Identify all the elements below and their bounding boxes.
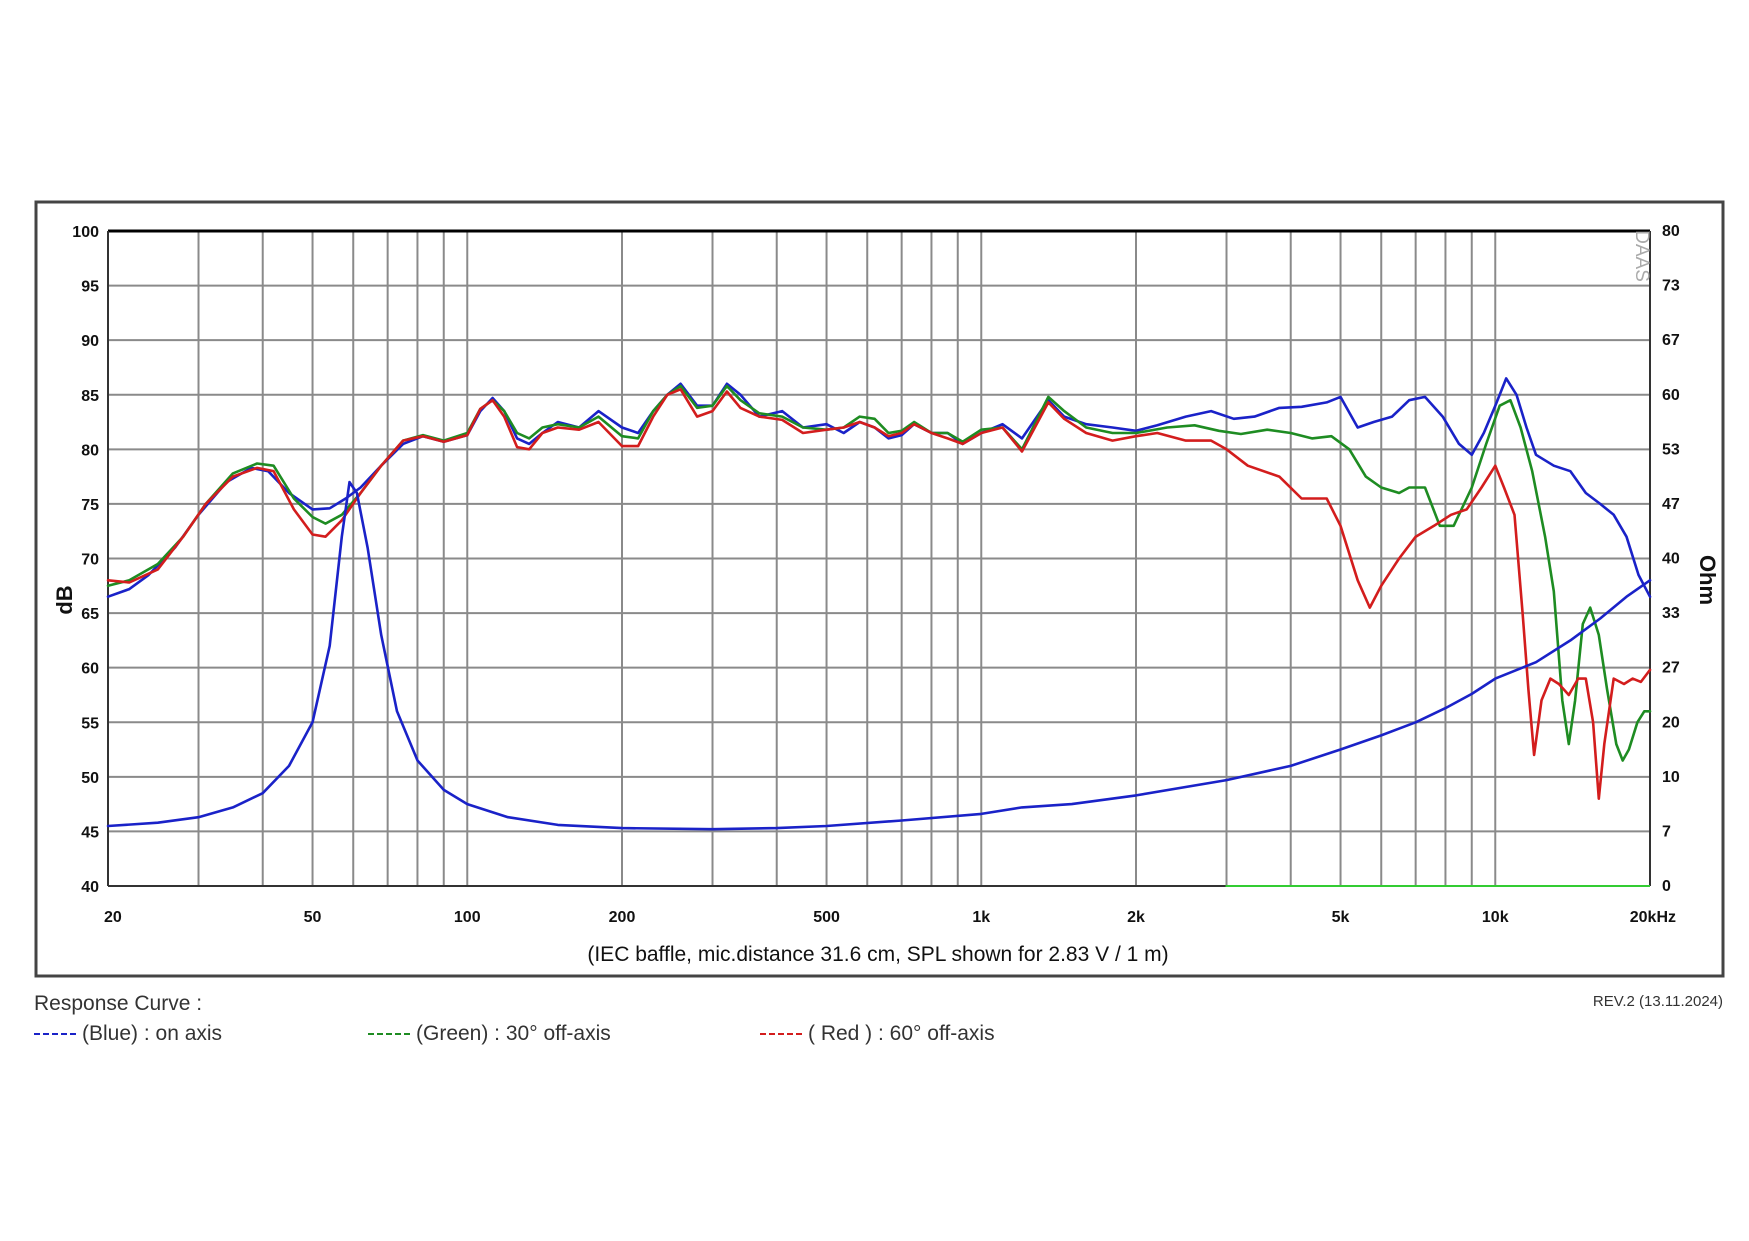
chart-caption: (IEC baffle, mic.distance 31.6 cm, SPL s… [587,943,1168,966]
y-right-tick-label: 33 [1662,605,1680,622]
y-right-tick-label: 27 [1662,660,1680,677]
y-right-tick-label: 53 [1662,441,1680,458]
watermark: DAAS [1631,230,1652,282]
y-right-tick-label: 40 [1662,551,1680,568]
y-right-tick-label: 80 [1662,223,1680,240]
response-curve-title: Response Curve : [34,992,203,1015]
y-right-tick-label: 0 [1662,878,1671,895]
x-tick-label: 10k [1482,909,1509,926]
x-tick-label: 100 [454,909,481,926]
x-tick-label: 50 [304,909,322,926]
y-left-tick-label: 90 [81,333,99,350]
legend-swatch-red [760,1033,802,1036]
y-left-tick-label: 45 [81,824,99,841]
x-tick-label: 1k [972,909,990,926]
legend-item-blue: (Blue) : on axis [34,1022,222,1046]
x-tick-label: 500 [813,909,840,926]
y-right-tick-label: 73 [1662,278,1680,295]
revision-label: REV.2 (13.11.2024) [1592,993,1723,1010]
y-right-tick-label: 67 [1662,332,1680,349]
x-tick-label: 20kHz [1630,909,1676,926]
x-tick-label: 5k [1332,909,1350,926]
y-right-tick-label: 7 [1662,823,1671,840]
x-tick-label: 20 [104,909,122,926]
y-left-tick-label: 65 [81,606,99,623]
y-left-tick-label: 95 [81,279,99,296]
legend-label-blue: (Blue) : on axis [82,1022,223,1045]
series-line-2 [106,387,1652,801]
y-right-tick-label: 60 [1662,387,1680,404]
y-right-tick-label: 10 [1662,769,1680,786]
x-tick-label: 2k [1127,909,1145,926]
legend-swatch-blue [34,1033,76,1036]
y-left-tick-label: 85 [81,388,99,405]
y-left-tick-label: 80 [81,442,99,459]
y-right-tick-label: 47 [1662,496,1680,513]
y-left-tick-label: 75 [81,497,99,514]
series-line-0 [106,377,1652,599]
legend-swatch-green [368,1033,410,1036]
y-right-tick-label: 20 [1662,714,1680,731]
y-left-tick-label: 100 [72,224,99,241]
legend-item-green: (Green) : 30° off-axis [368,1022,611,1046]
legend-item-red: ( Red ) : 60° off-axis [760,1022,995,1046]
legend-label-red: ( Red ) : 60° off-axis [808,1022,995,1045]
tick-labels: 40 45 50 55 60 65 70 75 80 85 90 95 100 0 7 10 20 27 33 40 4… [72,223,1680,926]
y-left-tick-label: 50 [81,770,99,787]
y-left-tick-label: 70 [81,552,99,569]
series-line-3 [106,480,1652,831]
grid [107,229,1651,887]
legend-label-green: (Green) : 30° off-axis [416,1022,611,1045]
y-left-axis-title: dB [52,585,77,614]
green-highlight-span [1225,885,1650,887]
y-right-axis-title: Ohm [1695,555,1720,605]
y-left-tick-label: 55 [81,715,99,732]
series-group [106,377,1652,831]
y-left-tick-label: 60 [81,661,99,678]
x-tick-label: 200 [609,909,636,926]
y-left-tick-label: 40 [81,879,99,896]
